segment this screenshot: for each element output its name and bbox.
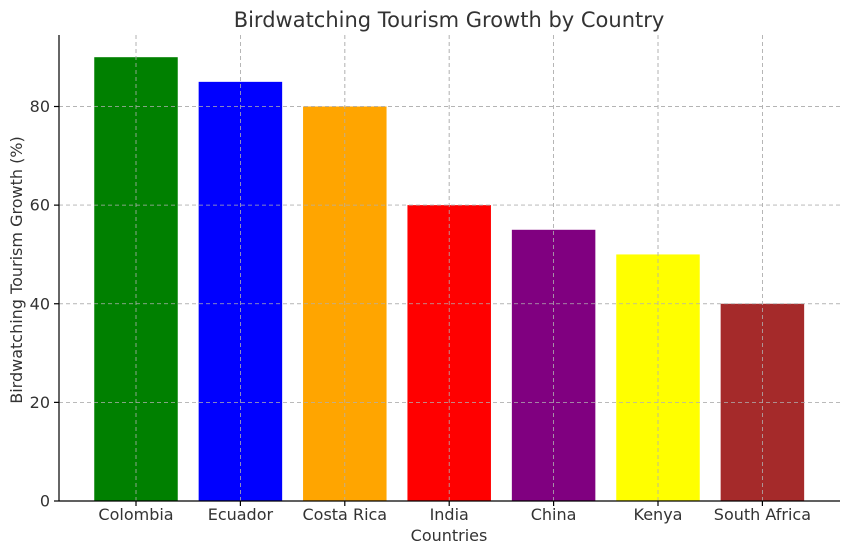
x-tick-label: Costa Rica [302, 505, 387, 524]
x-tick-label: India [430, 505, 469, 524]
x-tick-label: Ecuador [208, 505, 274, 524]
x-tick-label: China [531, 505, 577, 524]
x-axis-label: Countries [411, 526, 488, 545]
bars [59, 35, 840, 502]
y-tick-label: 0 [40, 492, 50, 511]
x-tick-label: South Africa [714, 505, 811, 524]
bar-ecuador [198, 81, 283, 501]
y-axis-label: Birdwatching Tourism Growth (%) [7, 136, 26, 404]
y-tick-label: 40 [30, 294, 50, 313]
x-tick-label: Kenya [634, 505, 683, 524]
y-tick-label: 80 [30, 97, 50, 116]
y-tick-label: 60 [30, 196, 50, 215]
x-tick-label: Colombia [98, 505, 173, 524]
y-tick-label: 20 [30, 393, 50, 412]
chart-title: Birdwatching Tourism Growth by Country [234, 8, 665, 32]
ticks: 0 20 40 60 80 Colombia Ecuador Costa Rica India C… [30, 97, 811, 524]
